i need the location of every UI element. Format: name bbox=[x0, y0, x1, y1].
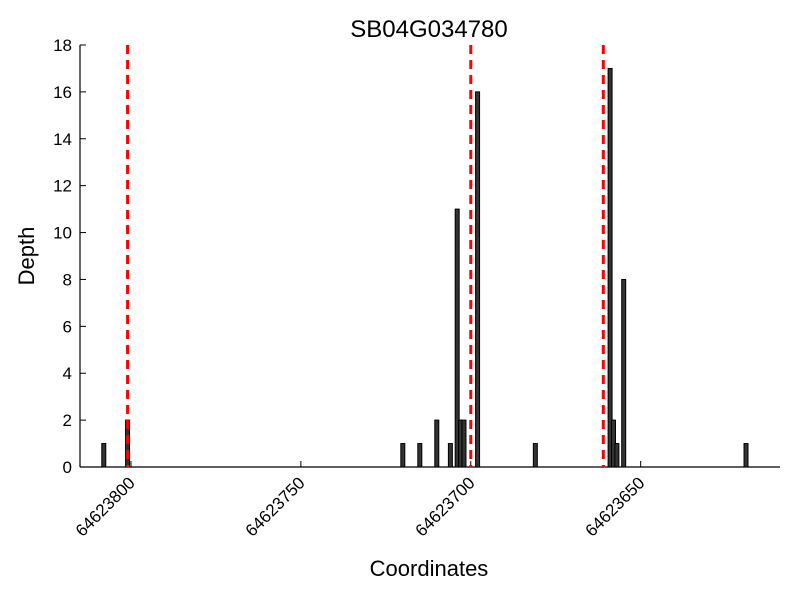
depth-bar bbox=[417, 443, 423, 468]
depth-bar bbox=[101, 443, 107, 468]
y-tick-label: 2 bbox=[63, 411, 72, 430]
y-tick-label: 18 bbox=[53, 36, 72, 55]
y-tick-label: 14 bbox=[53, 130, 72, 149]
y-tick-label: 0 bbox=[63, 458, 72, 477]
depth-bar bbox=[532, 443, 538, 468]
y-tick-label: 16 bbox=[53, 83, 72, 102]
x-tick-label: 64623800 bbox=[72, 473, 139, 540]
depth-bar bbox=[454, 208, 460, 468]
x-tick-label: 64623650 bbox=[582, 473, 649, 540]
chart-title: SB04G034780 bbox=[350, 16, 507, 43]
depth-bar bbox=[461, 419, 467, 468]
depth-bar bbox=[400, 443, 406, 468]
depth-bar bbox=[614, 443, 620, 468]
y-tick-label: 4 bbox=[63, 364, 72, 383]
x-tick-label: 64623750 bbox=[242, 473, 309, 540]
depth-bar bbox=[607, 67, 613, 468]
y-tick-label: 10 bbox=[53, 224, 72, 243]
depth-bar bbox=[447, 443, 453, 468]
plot-area: 0 2 4 6 8 10 12 14 16 18 64623800 64623750 64623700 6… bbox=[53, 36, 780, 540]
depth-bar bbox=[621, 278, 627, 468]
y-axis-title: Depth bbox=[14, 227, 39, 286]
y-tick-label: 8 bbox=[63, 270, 72, 289]
x-axis-title: Coordinates bbox=[370, 556, 489, 581]
depth-bar bbox=[743, 443, 749, 468]
depth-bar bbox=[434, 419, 440, 468]
y-tick-label: 6 bbox=[63, 317, 72, 336]
depth-bar bbox=[475, 91, 481, 468]
y-tick-label: 12 bbox=[53, 177, 72, 196]
x-tick-label: 64623700 bbox=[412, 473, 479, 540]
